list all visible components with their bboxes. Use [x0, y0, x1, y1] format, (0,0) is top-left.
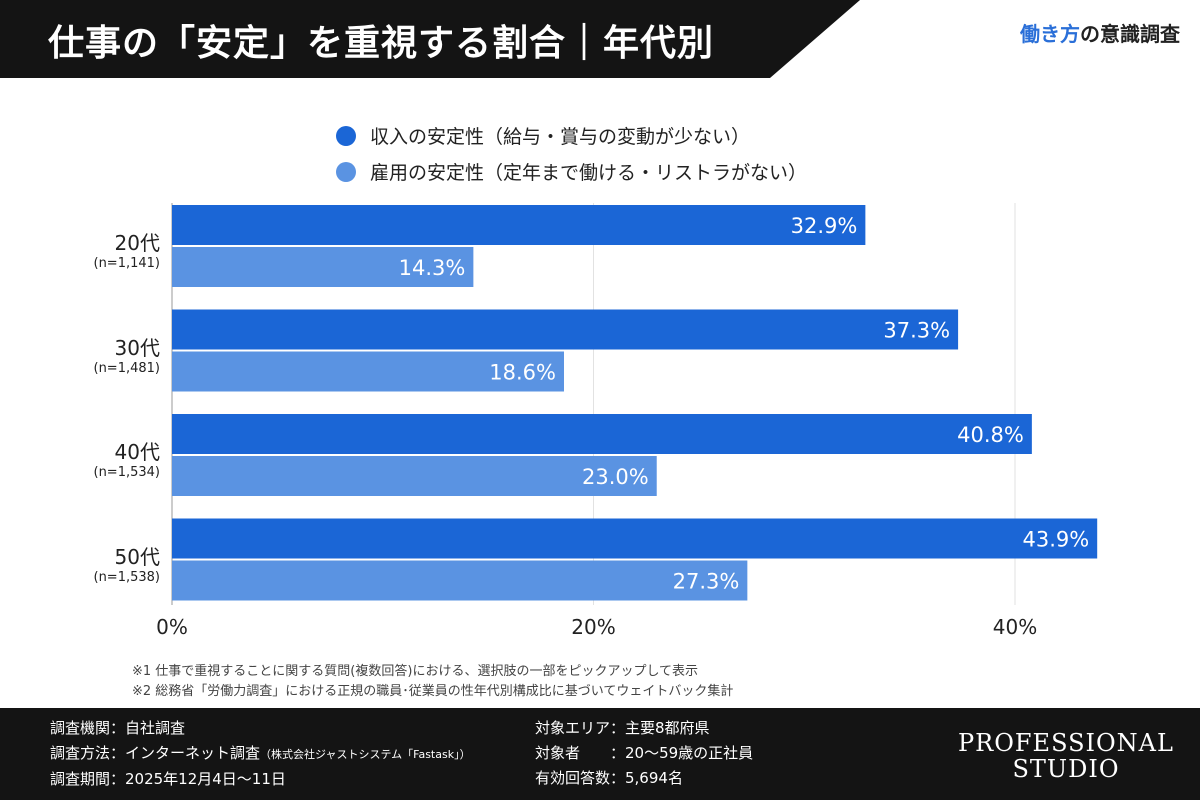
survey-org: 調査機関：自社調査 [50, 719, 186, 737]
x-tick-label: 40% [993, 615, 1037, 639]
survey-method-detail: （株式会社ジャストシステム「Fastask」） [260, 748, 471, 761]
survey-responses: 有効回答数：5,694名 [535, 769, 683, 787]
survey-period: 調査期間：2025年12月4日〜11日 [50, 770, 286, 788]
bar-20代-employment [172, 247, 474, 287]
logo-line: PROFESSIONAL [958, 729, 1174, 757]
brand-label: 働き方の意識調査 [1020, 18, 1180, 47]
page-title: 仕事の「安定」を重視する割合｜年代別 [48, 23, 715, 64]
legend-item-income: 収入の安定性（給与・賞与の変動が少ない） [336, 122, 750, 149]
data-label: 37.3% [883, 319, 950, 343]
title-banner [0, 0, 860, 78]
survey-target: 対象者 ：20〜59歳の正社員 [535, 744, 754, 762]
data-label: 43.9% [1022, 528, 1089, 552]
data-label: 18.6% [489, 361, 556, 385]
bar-30代-income [172, 309, 959, 350]
footer-left: 調査機関：自社調査 調査方法：インターネット調査（株式会社ジャストシステム「Fa… [50, 716, 471, 792]
legend-dot [336, 161, 356, 182]
data-label: 27.3% [673, 570, 740, 594]
survey-area: 対象エリア：主要8都府県 [535, 719, 710, 737]
legend-label: 雇用の安定性（定年まで働ける・リストラがない） [370, 162, 808, 184]
bar-30代-employment [172, 351, 564, 392]
category-name: 20代 [114, 231, 160, 255]
survey-method: 調査方法：インターネット調査（株式会社ジャストシステム「Fastask」） [50, 741, 471, 767]
legend-dot [336, 125, 356, 146]
bar-40代-employment [172, 456, 657, 496]
bar-20代-income [172, 205, 866, 245]
professional-studio-logo: PROFESSIONAL STUDIO [958, 730, 1174, 782]
survey-method-text: 調査方法：インターネット調査 [50, 744, 261, 762]
brand-highlight: 働き方 [1020, 22, 1080, 46]
x-tick-label: 0% [156, 615, 188, 639]
category-label: 40代 (n=1,534) [0, 436, 161, 480]
category-sample: (n=1,141) [93, 256, 161, 271]
footer-right: 対象エリア：主要8都府県 対象者 ：20〜59歳の正社員 有効回答数：5,694… [535, 716, 753, 791]
data-label: 40.8% [957, 423, 1024, 447]
note-1: ※1 仕事で重視することに関する質問(複数回答)における、選択肢の一部をピックア… [132, 664, 699, 679]
bar-50代-employment [172, 560, 748, 601]
category-name: 30代 [114, 335, 160, 360]
legend-item-employment: 雇用の安定性（定年まで働ける・リストラがない） [336, 158, 807, 185]
category-name: 50代 [114, 544, 160, 569]
bar-chart: 0% 20% 40% 32.9% 14.3% 37.3% 18.6% 40.8% 23.0% 43… [156, 203, 1098, 639]
legend-label: 収入の安定性（給与・賞与の変動が少ない） [370, 126, 751, 148]
brand-rest: の意識調査 [1080, 22, 1180, 46]
x-tick-label: 20% [571, 615, 615, 639]
data-label: 14.3% [399, 256, 466, 280]
bar-40代-income [172, 414, 1032, 454]
data-label: 32.9% [791, 214, 858, 238]
category-sample: (n=1,538) [93, 569, 161, 585]
data-label: 23.0% [582, 465, 649, 489]
category-label: 20代 (n=1,141) [0, 227, 161, 271]
category-label: 30代 (n=1,481) [0, 332, 161, 376]
category-label: 50代 (n=1,538) [0, 541, 161, 585]
category-sample: (n=1,481) [93, 360, 161, 376]
category-sample: (n=1,534) [93, 465, 161, 480]
bar-50代-income [172, 518, 1098, 559]
category-name: 40代 [114, 440, 160, 464]
note-2: ※2 総務省「労働力調査」における正規の職員･従業員の性年代別構成比に基づいてウ… [132, 684, 734, 699]
logo-line: STUDIO [1012, 755, 1120, 783]
footer: 調査機関：自社調査 調査方法：インターネット調査（株式会社ジャストシステム「Fa… [0, 708, 1200, 800]
